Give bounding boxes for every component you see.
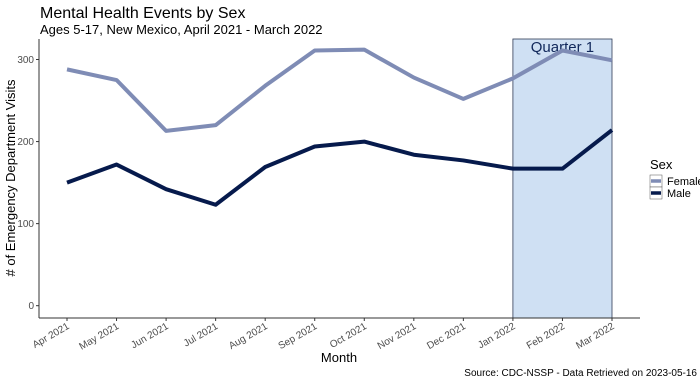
y-tick-label: 300 xyxy=(17,55,34,66)
highlight-rect xyxy=(512,38,613,319)
x-tick-label: Jun 2021 xyxy=(129,321,171,351)
chart-title: Mental Health Events by Sex xyxy=(40,5,245,22)
y-axis-title: # of Emergency Department Visits xyxy=(3,79,18,277)
x-tick-label: Oct 2021 xyxy=(328,321,369,351)
series-line-female xyxy=(66,47,613,133)
series-line-male xyxy=(66,128,614,207)
x-axis-title: Month xyxy=(321,350,357,365)
series-lines xyxy=(66,47,614,207)
y-axis-ticks: 0 100 200 300 xyxy=(17,55,39,312)
legend-label-male: Male xyxy=(667,188,691,200)
x-tick-label: Jan 2022 xyxy=(476,321,518,351)
source-caption: Source: CDC-NSSP - Data Retrieved on 202… xyxy=(464,368,697,379)
legend-label-female: Female xyxy=(667,176,700,188)
y-tick-label: 100 xyxy=(17,219,34,230)
x-tick-label: Mar 2022 xyxy=(574,321,616,352)
chart-subtitle: Ages 5-17, New Mexico, April 2021 - Marc… xyxy=(40,22,323,37)
highlight-region: Quarter 1 xyxy=(512,38,613,319)
x-tick-label: Nov 2021 xyxy=(376,321,419,352)
x-tick-label: Feb 2022 xyxy=(525,321,567,352)
x-tick-label: Sep 2021 xyxy=(277,321,320,352)
x-tick-label: Dec 2021 xyxy=(425,321,468,352)
x-tick-label: Apr 2021 xyxy=(31,321,72,351)
x-tick-label: Aug 2021 xyxy=(227,321,270,352)
y-tick-label: 0 xyxy=(28,301,34,312)
x-tick-label: Jul 2021 xyxy=(182,321,221,350)
x-axis-ticks: Apr 2021 May 2021 Jun 2021 Jul 2021 Aug 2021… xyxy=(31,318,617,353)
legend-title: Sex xyxy=(650,157,673,172)
y-tick-label: 200 xyxy=(17,137,34,148)
legend: Sex FemaleMale xyxy=(649,157,700,200)
x-tick-label: May 2021 xyxy=(78,321,122,353)
